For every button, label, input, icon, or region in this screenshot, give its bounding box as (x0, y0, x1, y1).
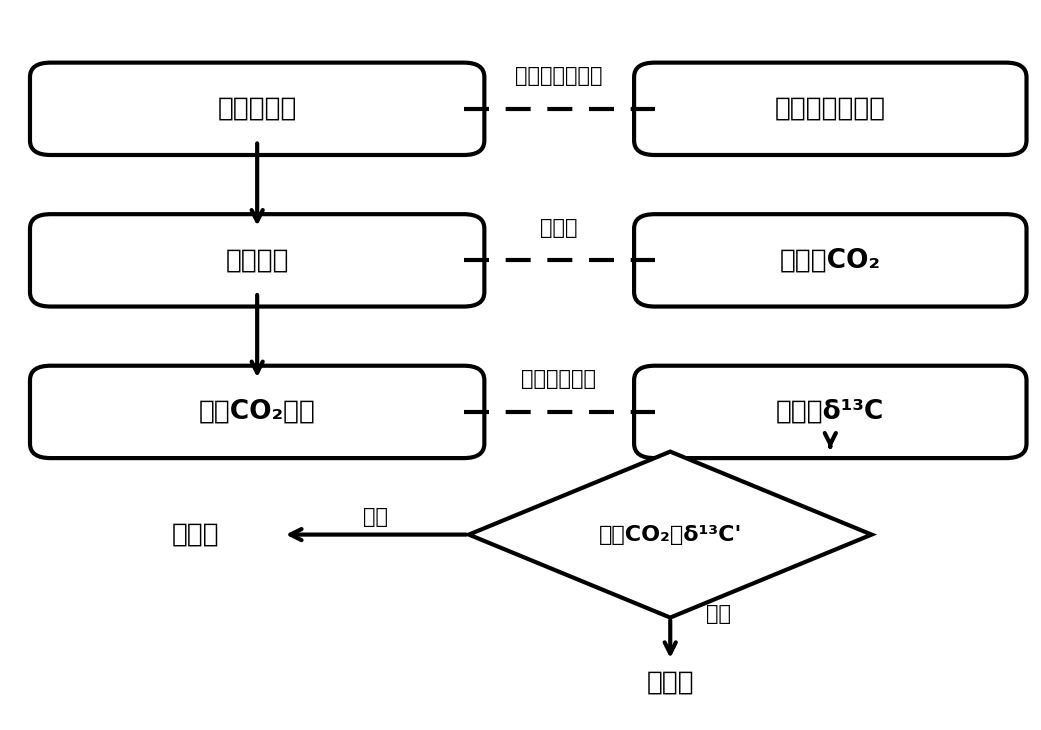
Text: 同位素δ¹³C: 同位素δ¹³C (777, 399, 885, 425)
Polygon shape (468, 452, 871, 618)
Text: 注入CO₂的δ¹³C': 注入CO₂的δ¹³C' (599, 525, 742, 545)
FancyBboxPatch shape (30, 366, 484, 458)
FancyBboxPatch shape (30, 63, 484, 155)
Text: 捕集气体: 捕集气体 (226, 247, 289, 273)
Text: 不同: 不同 (707, 604, 732, 624)
Text: 相同: 相同 (363, 507, 388, 526)
FancyBboxPatch shape (30, 214, 484, 307)
FancyBboxPatch shape (634, 63, 1026, 155)
Text: 无泄漏: 无泄漏 (172, 522, 219, 548)
Text: 有泄漏: 有泄漏 (646, 669, 694, 696)
Text: 部署监测井: 部署监测井 (218, 96, 297, 122)
Text: 同位素质谱仪: 同位素质谱仪 (522, 369, 596, 389)
Text: 最大主应力方向: 最大主应力方向 (515, 66, 603, 86)
Text: 检测CO₂物源: 检测CO₂物源 (199, 399, 315, 425)
Text: 化学法: 化学法 (540, 218, 578, 238)
Text: 新井或废弃油井: 新井或废弃油井 (775, 96, 886, 122)
FancyBboxPatch shape (634, 214, 1026, 307)
FancyBboxPatch shape (634, 366, 1026, 458)
Text: 高纯度CO₂: 高纯度CO₂ (780, 247, 881, 273)
